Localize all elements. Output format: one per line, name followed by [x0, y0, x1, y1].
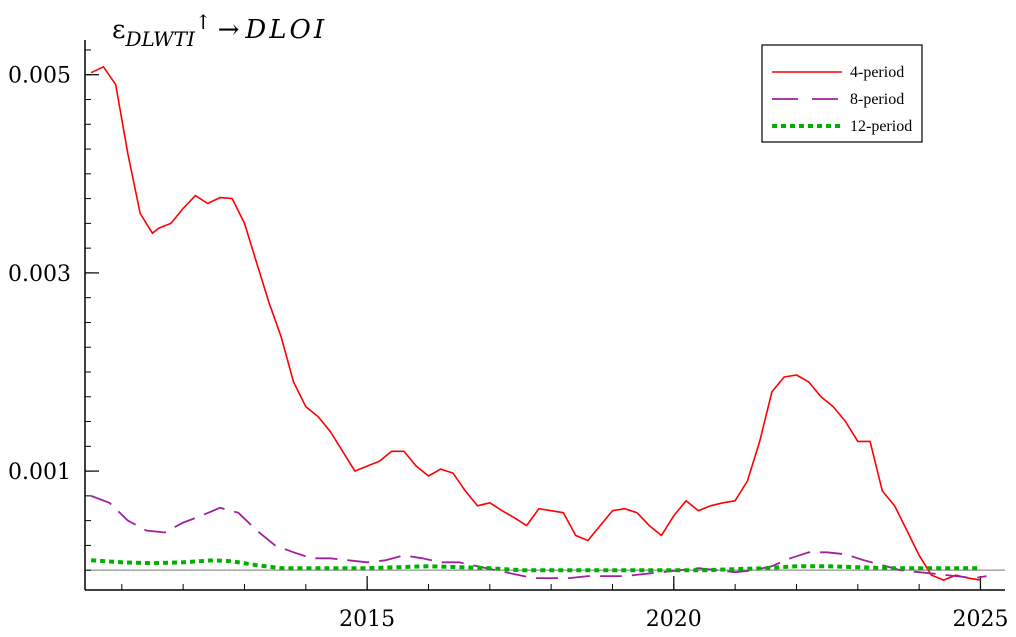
- series-line-4-period: [90, 66, 981, 581]
- y-tick-label: 0.005: [8, 64, 71, 89]
- series-line-12-period: [90, 558, 981, 573]
- x-tick-label: 2015: [339, 607, 395, 632]
- tick-labels: 0.001 0.003 0.005 2015 2020 2025: [8, 64, 1008, 632]
- legend-label: 8-period: [850, 91, 904, 108]
- title-target: DLOI: [244, 15, 327, 45]
- svg-text:εDLWTI↑→DLOI: εDLWTI↑ → DLOI: [112, 10, 327, 51]
- title-arrow-right: →: [218, 15, 240, 45]
- legend-box: [761, 44, 923, 143]
- series-line-8-period: [90, 495, 987, 579]
- legend-label: 4-period: [850, 64, 904, 81]
- chart-title: εDLWTI↑ → DLOI: [112, 10, 327, 51]
- legend: 4-period 8-period 12-period: [761, 44, 923, 143]
- y-tick-label: 0.001: [8, 460, 71, 485]
- y-tick-label: 0.003: [8, 262, 71, 287]
- title-epsilon: ε: [112, 15, 125, 45]
- title-subscript: DLWTI: [124, 27, 195, 51]
- legend-label: 12-period: [850, 118, 912, 135]
- x-tick-label: 2020: [646, 607, 702, 632]
- series-layer: [90, 66, 987, 581]
- x-tick-label: 2025: [952, 607, 1008, 632]
- title-arrow-up: ↑: [195, 10, 212, 34]
